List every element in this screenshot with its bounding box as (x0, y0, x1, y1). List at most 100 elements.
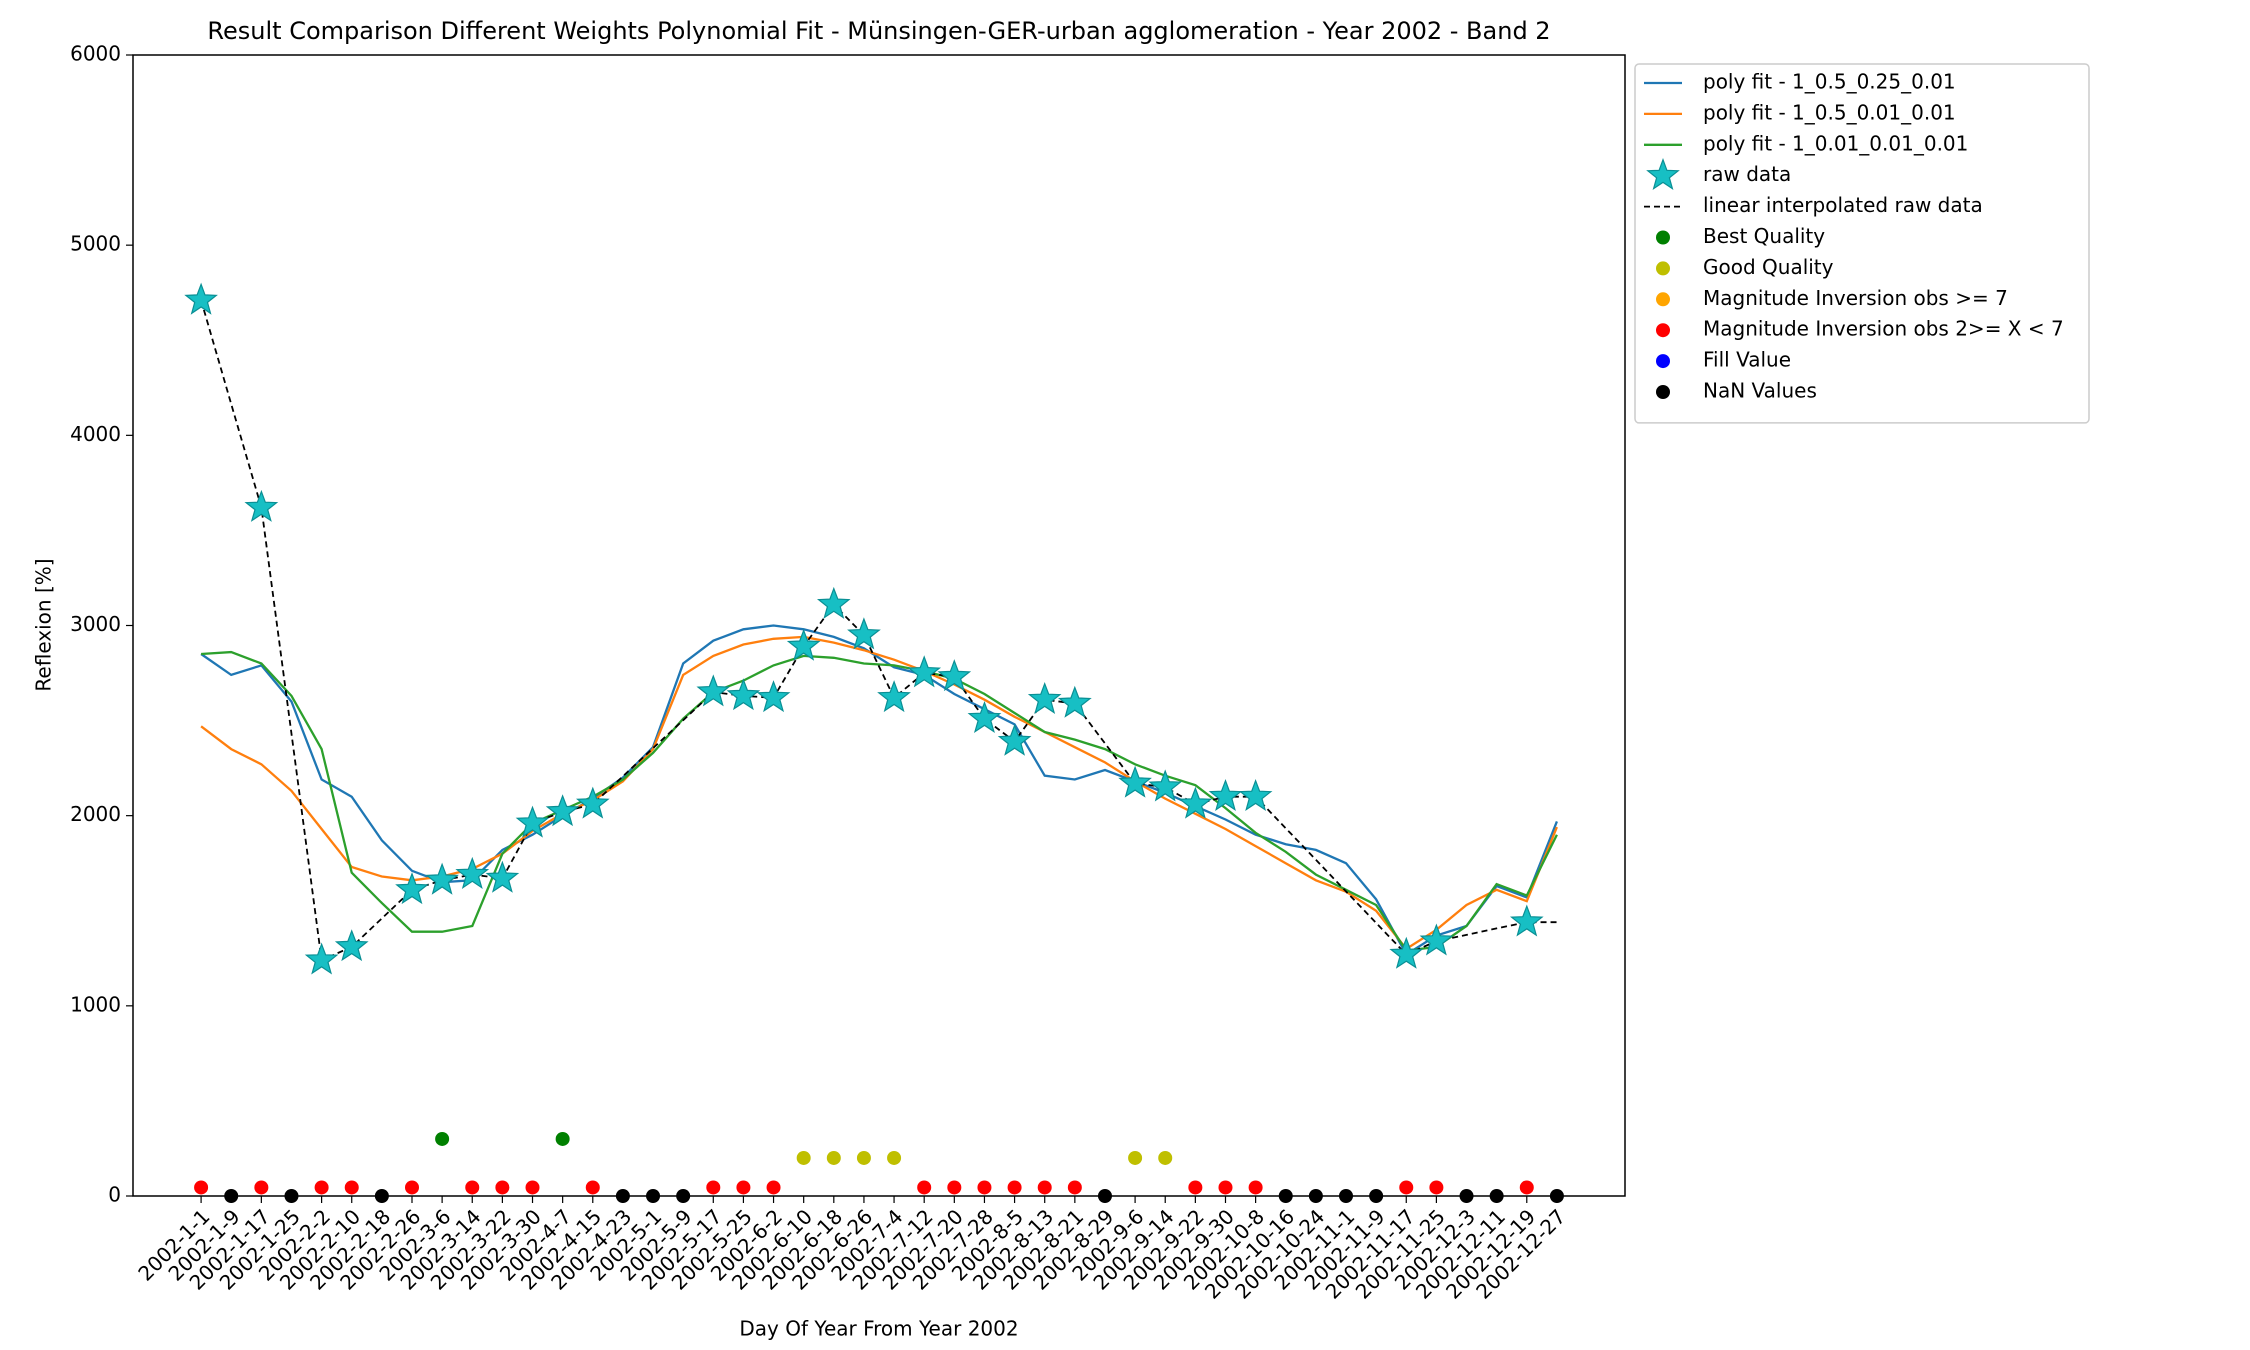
axes-frame (132, 54, 1626, 1197)
legend-label: Magnitude Inversion obs >= 7 (1703, 286, 2008, 310)
y-tick-label: 3000 (70, 612, 121, 636)
star-marker (786, 628, 821, 661)
line (200, 635, 1558, 951)
x-axis-label: Day Of Year From Year 2002 (739, 1317, 1018, 1341)
star-marker (937, 659, 972, 692)
legend-label: raw data (1703, 162, 1791, 186)
star-marker (877, 680, 911, 713)
star-marker (395, 872, 429, 905)
legend-label: linear interpolated raw data (1703, 193, 1983, 217)
legend-label: poly fit - 1_0.01_0.01_0.01 (1703, 131, 1968, 155)
star-marker (1238, 778, 1273, 811)
plot-area (184, 282, 1564, 1203)
dot-marker (1188, 1180, 1203, 1195)
dot-marker (796, 1150, 811, 1165)
dot-marker (585, 1180, 600, 1195)
star-marker (696, 674, 731, 707)
dot-marker (465, 1180, 480, 1195)
y-axis-label: Reflexion [%] (32, 558, 56, 691)
dot-marker (1067, 1180, 1082, 1195)
dot-marker (495, 1180, 510, 1195)
star-marker (455, 856, 490, 890)
dot-marker (1399, 1180, 1414, 1195)
star-marker (515, 805, 550, 838)
y-tick-label: 5000 (70, 232, 121, 256)
dot-marker (856, 1150, 871, 1165)
dot-marker (555, 1131, 570, 1146)
star-marker (1208, 778, 1243, 811)
star-marker (1027, 681, 1062, 714)
dot-marker (736, 1180, 751, 1195)
star-marker (575, 786, 610, 819)
star-marker (1057, 685, 1092, 718)
legend-swatch (1656, 323, 1670, 338)
dot-marker (1429, 1180, 1444, 1195)
legend-swatch (1646, 157, 1680, 190)
star-marker (485, 860, 520, 893)
legend-label: Good Quality (1703, 255, 1834, 279)
line (200, 624, 1558, 957)
star-marker (1118, 765, 1152, 798)
star-marker (545, 794, 580, 827)
dot-marker (766, 1180, 781, 1195)
star-marker (1148, 769, 1183, 802)
star-marker (1419, 923, 1454, 956)
y-tick-label: 0 (108, 1183, 121, 1207)
dot-marker (435, 1131, 450, 1146)
star-marker (847, 617, 881, 650)
legend-frame (1634, 63, 2090, 424)
dot-marker (947, 1180, 962, 1195)
star-marker (244, 489, 279, 522)
y-tick-label: 1000 (70, 992, 121, 1016)
dot-marker (254, 1180, 269, 1195)
legend-label: Best Quality (1703, 224, 1825, 248)
line (201, 650, 1558, 952)
star-marker (1509, 904, 1544, 937)
star-marker (334, 929, 369, 962)
y-tick-label: 4000 (70, 422, 121, 446)
legend-label: Fill Value (1703, 348, 1791, 372)
star-marker (997, 723, 1032, 756)
legend-swatch (1656, 230, 1670, 245)
dot-marker (194, 1180, 209, 1195)
star-marker (907, 655, 942, 688)
y-tick-label: 2000 (70, 802, 121, 826)
y-tick-label: 6000 (70, 42, 121, 66)
star-marker (756, 680, 791, 713)
dot-marker (314, 1180, 329, 1195)
dot-marker (404, 1180, 419, 1195)
dot-marker (1519, 1180, 1534, 1195)
dot-marker (1158, 1150, 1173, 1165)
star-marker (967, 700, 1002, 733)
star-marker (184, 282, 218, 315)
dot-marker (1218, 1180, 1233, 1195)
star-marker (1178, 786, 1213, 819)
dot-marker (1007, 1180, 1022, 1195)
dot-marker (344, 1180, 359, 1195)
dot-marker (826, 1150, 841, 1165)
dot-marker (1128, 1150, 1143, 1165)
chart-title: Result Comparison Different Weights Poly… (207, 17, 1550, 45)
dot-marker (706, 1180, 721, 1195)
dot-marker (887, 1150, 902, 1165)
legend-swatch (1656, 354, 1670, 369)
star-marker (1389, 936, 1424, 969)
dot-marker (917, 1180, 932, 1195)
dot-marker (1248, 1180, 1263, 1195)
star-marker (816, 586, 851, 619)
legend-swatch (1656, 261, 1670, 276)
dot-marker (977, 1180, 992, 1195)
legend-swatch (1656, 385, 1670, 399)
dot-marker (525, 1180, 540, 1195)
dot-marker (1037, 1180, 1052, 1195)
legend-label: poly fit - 1_0.5_0.25_0.01 (1703, 70, 1956, 94)
legend-swatch (1656, 292, 1670, 307)
legend-label: Magnitude Inversion obs 2>= X < 7 (1703, 317, 2064, 341)
legend-label: poly fit - 1_0.5_0.01_0.01 (1703, 100, 1956, 124)
star-marker (726, 678, 761, 711)
star-marker (304, 942, 339, 975)
legend-label: NaN Values (1703, 379, 1817, 403)
